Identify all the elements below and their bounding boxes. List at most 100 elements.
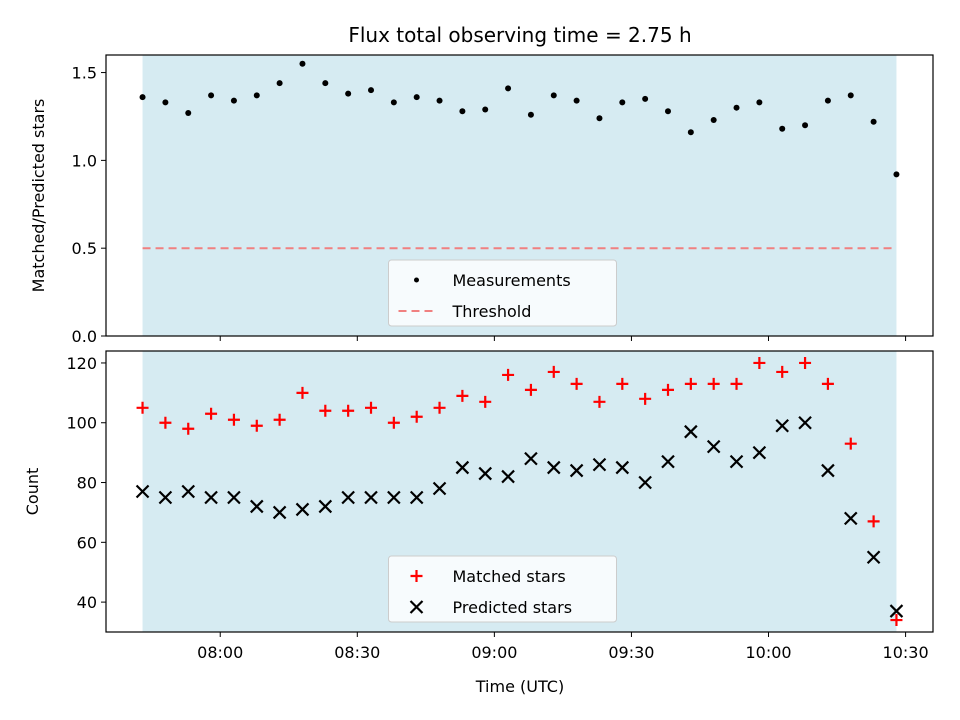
measurement-point <box>847 92 854 99</box>
measurement-point <box>299 60 306 67</box>
matched-star-point <box>821 377 834 390</box>
predicted-star-point <box>364 490 378 505</box>
matched-star-point <box>730 377 743 390</box>
predicted-star-point <box>135 484 150 499</box>
measurement-point <box>642 95 649 102</box>
predicted-star-point <box>684 424 698 439</box>
y-tick-label: 60 <box>77 533 97 552</box>
legend-label: Predicted stars <box>453 598 573 617</box>
legend-x-icon <box>409 600 424 614</box>
measurement-point <box>756 99 763 106</box>
matched-star-point <box>524 383 537 396</box>
predicted-star-point <box>866 550 881 565</box>
measurement-point <box>139 94 146 101</box>
x-axis-label: Time (UTC) <box>475 677 564 696</box>
legend-label: Matched stars <box>453 567 566 586</box>
matched-star-point <box>867 515 880 528</box>
matched-star-point <box>410 410 423 423</box>
legend-label: Threshold <box>452 302 532 321</box>
legend: Measurements Threshold <box>388 259 617 327</box>
measurement-point <box>413 94 420 101</box>
predicted-star-point <box>387 490 401 505</box>
predicted-star-point <box>889 604 904 618</box>
measurement-point <box>824 97 831 104</box>
x-tick-label: 10:30 <box>883 643 929 662</box>
x-tick-label: 10:00 <box>745 643 791 662</box>
measurement-point <box>322 80 329 87</box>
matched-star-point <box>205 407 218 420</box>
predicted-star-point <box>272 505 287 520</box>
matched-star-point <box>570 377 583 390</box>
predicted-star-point <box>775 418 789 433</box>
ratio-panel: 0.0 0.5 1.0 1.5 Matched/Predicted stars Measu… <box>29 54 934 346</box>
predicted-star-point <box>615 460 630 475</box>
legend-box <box>388 259 617 327</box>
measurement-point <box>368 87 375 94</box>
chart-title: Flux total observing time = 2.75 h <box>348 23 691 47</box>
matched-star-point <box>661 383 674 396</box>
predicted-star-point <box>501 469 515 484</box>
predicted-star-point <box>250 499 264 514</box>
axes-frame <box>105 350 934 633</box>
x-tick-label: 08:00 <box>197 643 243 662</box>
measurement-point <box>573 97 580 104</box>
y-axis-label: Matched/Predicted stars <box>29 99 48 293</box>
measurement-point <box>733 104 740 111</box>
legend-label: Measurements <box>453 271 571 290</box>
matched-star-point <box>707 377 720 390</box>
y-tick-label: 1.0 <box>72 151 97 170</box>
count-panel: 40 60 80 100 120 08:00 08:30 09:00 09:30 10:00 10:… <box>23 350 934 662</box>
matched-star-point <box>159 416 172 429</box>
predicted-star-point <box>843 511 858 526</box>
matched-star-point <box>387 416 400 429</box>
measurement-point <box>619 99 626 106</box>
matched-star-point <box>547 365 560 378</box>
x-tick-label: 09:30 <box>608 643 654 662</box>
predicted-star-point <box>295 502 310 517</box>
measurement-point <box>687 129 694 136</box>
y-tick-label: 0.0 <box>72 327 97 346</box>
matched-star-point <box>456 389 469 402</box>
y-tick-label: 100 <box>66 414 97 433</box>
predicted-star-point <box>478 466 493 481</box>
matched-star-point <box>844 437 857 450</box>
matched-star-point <box>799 356 812 369</box>
predicted-star-point <box>409 490 424 505</box>
y-tick-label: 1.5 <box>72 64 97 83</box>
measurement-point <box>276 80 283 87</box>
matched-star-point <box>342 404 355 417</box>
y-tick-label: 120 <box>66 354 97 373</box>
axes-frame <box>105 54 934 337</box>
predicted-star-point <box>318 499 333 514</box>
measurement-point <box>230 97 237 104</box>
predicted-star-point <box>158 490 173 505</box>
measurement-point <box>893 171 900 178</box>
matched-star-point <box>502 368 515 381</box>
matched-star-point <box>890 614 903 627</box>
measurement-point <box>253 92 260 99</box>
matched-star-point <box>250 419 263 432</box>
predicted-star-point <box>455 460 470 475</box>
measurement-point <box>596 115 603 122</box>
predicted-star-point <box>569 463 584 478</box>
x-tick-label: 09:00 <box>471 643 517 662</box>
predicted-star-point <box>227 490 241 505</box>
predicted-star-point <box>204 490 218 505</box>
legend: Matched stars Predicted stars <box>388 555 617 623</box>
matched-star-point <box>776 365 789 378</box>
measurement-point <box>185 109 192 116</box>
predicted-star-point <box>706 439 721 454</box>
predicted-star-point <box>546 460 561 475</box>
measurement-point <box>710 116 717 123</box>
matched-star-point <box>365 401 378 414</box>
predicted-star-point <box>181 484 196 499</box>
measurement-point <box>390 99 397 106</box>
matched-star-point <box>433 401 446 414</box>
y-tick-label: 80 <box>77 474 97 493</box>
y-tick-label: 0.5 <box>72 239 97 258</box>
matched-star-point <box>136 401 149 414</box>
matched-star-point <box>182 422 195 435</box>
measurement-point <box>870 118 877 125</box>
legend-box <box>388 555 617 623</box>
